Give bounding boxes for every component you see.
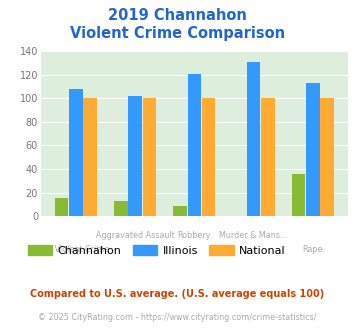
Bar [83,98,97,216]
Bar [128,96,142,216]
Text: © 2025 CityRating.com - https://www.cityrating.com/crime-statistics/: © 2025 CityRating.com - https://www.city… [38,313,317,322]
Bar [69,89,83,216]
Bar [320,98,334,216]
Text: Rape: Rape [303,245,323,254]
Text: 2019 Channahon: 2019 Channahon [108,8,247,23]
Bar [292,174,306,216]
Bar [247,62,261,216]
Legend: Channahon, Illinois, National: Channahon, Illinois, National [23,241,290,260]
Text: All Violent Crime: All Violent Crime [42,245,109,254]
Text: Violent Crime Comparison: Violent Crime Comparison [70,26,285,41]
Bar [187,74,201,216]
Bar [261,98,275,216]
Bar [114,201,128,216]
Text: Robbery: Robbery [178,231,211,240]
Bar [55,198,69,216]
Bar [306,83,320,216]
Text: Compared to U.S. average. (U.S. average equals 100): Compared to U.S. average. (U.S. average … [31,289,324,299]
Bar [202,98,215,216]
Text: Aggravated Assault: Aggravated Assault [96,231,174,240]
Bar [173,206,187,216]
Text: Murder & Mans...: Murder & Mans... [219,231,288,240]
Bar [142,98,156,216]
